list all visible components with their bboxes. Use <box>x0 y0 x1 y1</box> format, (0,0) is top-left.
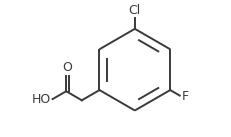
Text: F: F <box>181 90 188 103</box>
Text: O: O <box>62 61 72 74</box>
Text: Cl: Cl <box>128 4 140 17</box>
Text: HO: HO <box>31 93 50 106</box>
